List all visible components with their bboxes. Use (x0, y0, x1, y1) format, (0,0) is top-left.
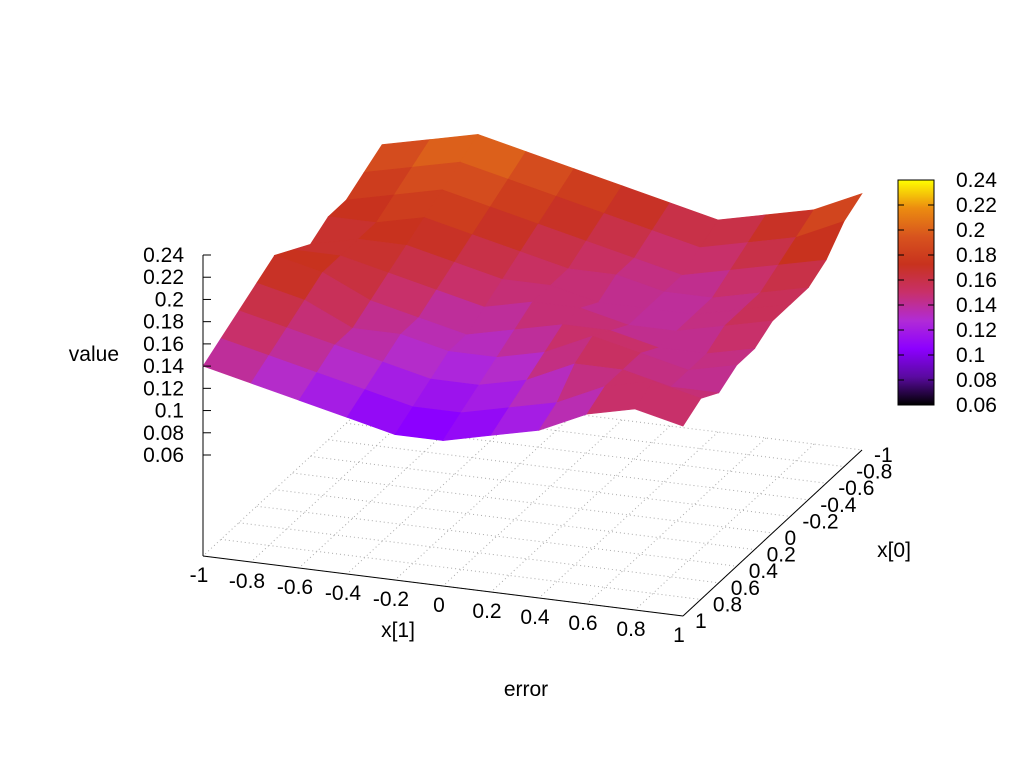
x-tick-label: 0.4 (520, 606, 550, 629)
colorbar-tick-label: 0.2 (956, 219, 985, 242)
x-axis-line (202, 555, 684, 617)
z-tick-label: 0.08 (143, 422, 184, 445)
colorbar-tick-label: 0.08 (956, 369, 997, 392)
x-tick-label: 1 (673, 624, 685, 647)
x-tick-label: 0.2 (472, 600, 501, 623)
bottom-label: error (504, 678, 548, 701)
surface (202, 134, 863, 441)
colorbar-tick-label: 0.1 (956, 344, 985, 367)
y-tick-label: 0.8 (713, 593, 742, 616)
y-tick-label: 0.4 (749, 560, 779, 583)
z-axis-label: value (69, 343, 119, 366)
z-tick-label: 0.1 (155, 400, 184, 423)
y-tick-labels: -1-0.8-0.6-0.4-0.200.20.40.60.8 1 (695, 444, 893, 633)
x-tick-label: 0.8 (616, 618, 645, 641)
z-tick-label: 0.14 (143, 355, 184, 378)
y-tick-label: 0.6 (731, 577, 760, 600)
y-tick-label: 0.2 (767, 544, 796, 567)
y-tick-label: -1 (874, 444, 893, 467)
colorbar-tick-label: 0.12 (956, 319, 997, 342)
x-tick-labels: -1 -0.8 -0.6 -0.4 -0.2 0 0.2 0.4 0.6 0.8 1 (190, 564, 685, 647)
grid-line (256, 505, 737, 567)
z-tick-label: 0.16 (143, 333, 184, 356)
z-tick-labels: 0.240.220.20.180.160.140.120.10.080.06 (143, 244, 211, 467)
surface-facet (634, 380, 702, 427)
z-tick-label: 0.12 (143, 377, 184, 400)
y-tick-label: -0.8 (856, 461, 892, 484)
colorbar-tick-label: 0.16 (956, 269, 997, 292)
z-tick-label: 0.18 (143, 311, 184, 334)
x-tick-label: -0.8 (229, 570, 265, 593)
x-tick-label: -1 (190, 564, 209, 587)
y-tick-label: 1 (695, 610, 707, 633)
colorbar (897, 179, 935, 406)
grid-line (634, 443, 815, 611)
colorbar-tick-labels: 0.240.220.20.180.160.140.120.10.080.06 (898, 169, 997, 417)
grid-line (292, 472, 773, 534)
z-tick-label: 0.24 (143, 244, 184, 267)
z-tick-label: 0.22 (143, 266, 184, 289)
colorbar-tick-label: 0.22 (956, 194, 997, 217)
axes (202, 255, 863, 617)
y-tick-label: -0.2 (802, 510, 838, 533)
colorbar-tick-label: 0.18 (956, 244, 997, 267)
y-axis-line (682, 449, 863, 617)
grid-line (538, 431, 719, 599)
z-tick-label: 0.2 (155, 288, 184, 311)
x-tick-label: 0.6 (568, 612, 597, 635)
grid-line (442, 419, 623, 587)
grid-line (346, 407, 527, 575)
x-tick-label: -0.6 (277, 576, 313, 599)
grid-line (220, 538, 701, 600)
y-tick-label: -0.6 (838, 477, 874, 500)
grid-line (274, 489, 755, 551)
y-tick-label: 0 (785, 527, 797, 550)
x-tick-label: -0.4 (325, 582, 362, 605)
y-axis-label: x[0] (877, 539, 911, 562)
grid-line (238, 522, 719, 584)
grid-line (586, 437, 767, 605)
z-tick-label: 0.06 (143, 444, 184, 467)
colorbar-tick-label: 0.14 (956, 294, 997, 317)
colorbar-tick-label: 0.06 (956, 394, 997, 417)
grid-line (490, 425, 671, 593)
colorbar-tick-label: 0.24 (956, 169, 997, 192)
x-tick-label: -0.2 (373, 588, 409, 611)
x-axis-label: x[1] (381, 619, 415, 642)
y-tick-label: -0.4 (820, 494, 857, 517)
grid-line (328, 439, 809, 501)
x-tick-label: 0 (433, 594, 445, 617)
grid-line (394, 413, 575, 581)
grid-line (310, 455, 791, 517)
